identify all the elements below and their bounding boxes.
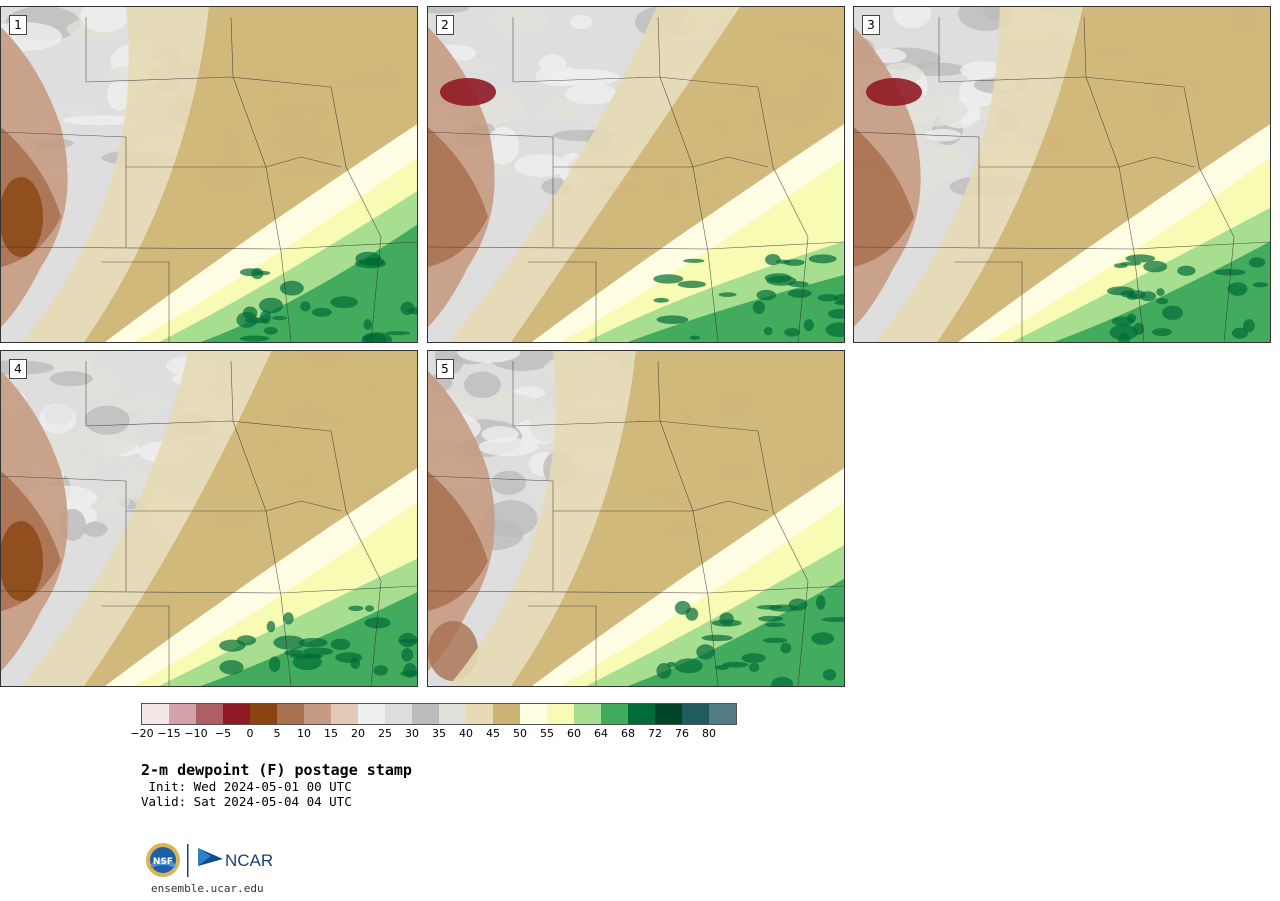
colorbar-swatch — [466, 704, 493, 724]
colorbar-tick-label: 25 — [378, 727, 392, 740]
colorbar-tick-label: 15 — [324, 727, 338, 740]
colorbar-swatch — [223, 704, 250, 724]
colorbar-swatch — [655, 704, 682, 724]
dewpoint-map — [1, 351, 417, 686]
init-time: Init: Wed 2024-05-01 00 UTC — [141, 779, 352, 794]
nsf-logo-text: NSF — [153, 857, 173, 867]
colorbar-swatch — [628, 704, 655, 724]
dewpoint-map — [854, 7, 1270, 342]
colorbar-tick-label: 40 — [459, 727, 473, 740]
colorbar-swatch — [709, 704, 736, 724]
panel-number-label: 1 — [9, 15, 27, 35]
ncar-logo-icon: NCAR — [198, 848, 273, 870]
panel-number-label: 3 — [862, 15, 880, 35]
panel-number-label: 5 — [436, 359, 454, 379]
dewpoint-map — [428, 351, 844, 686]
colorbar-tick-label: 76 — [675, 727, 689, 740]
colorbar-tick-label: 45 — [486, 727, 500, 740]
map-panel-2: 2 — [427, 6, 845, 343]
panel-number-label: 2 — [436, 15, 454, 35]
colorbar-tick-label: 68 — [621, 727, 635, 740]
colorbar-swatch — [601, 704, 628, 724]
website-url: ensemble.ucar.edu — [151, 882, 264, 895]
colorbar-tick-label: −10 — [184, 727, 208, 740]
colorbar-tick-label: 20 — [351, 727, 365, 740]
colorbar-tick-label: 60 — [567, 727, 581, 740]
colorbar-swatch — [493, 704, 520, 724]
colorbar-swatch — [439, 704, 466, 724]
nsf-logo-icon: NSF — [146, 843, 180, 877]
figure-title: 2-m dewpoint (F) postage stamp — [141, 761, 412, 779]
valid-time: Valid: Sat 2024-05-04 04 UTC — [141, 794, 352, 809]
map-panel-1: 1 — [0, 6, 418, 343]
colorbar-tick-label: 30 — [405, 727, 419, 740]
ncar-logo-text: NCAR — [225, 851, 273, 870]
colorbar-swatch — [520, 704, 547, 724]
colorbar-swatch — [331, 704, 358, 724]
colorbar-tick-label: 80 — [702, 727, 716, 740]
colorbar-swatch — [250, 704, 277, 724]
colorbar-tick-label: 55 — [540, 727, 554, 740]
colorbar-tick-label: 35 — [432, 727, 446, 740]
dewpoint-map — [1, 7, 417, 342]
colorbar-swatch — [196, 704, 223, 724]
colorbar-tick-label: −15 — [157, 727, 181, 740]
dewpoint-colorbar — [141, 703, 737, 725]
colorbar-swatch — [574, 704, 601, 724]
colorbar-swatch — [169, 704, 196, 724]
colorbar-tick-labels: −20 −15 −10 −5 0 5 10 15 20 25 30 35 40 45 50 55 60 64 68 7… — [0, 727, 900, 743]
colorbar-tick-label: 64 — [594, 727, 608, 740]
colorbar-swatch — [547, 704, 574, 724]
colorbar-tick-label: 72 — [648, 727, 662, 740]
map-panel-3: 3 — [853, 6, 1271, 343]
colorbar-tick-label: −5 — [214, 727, 232, 740]
colorbar-tick-label: 10 — [297, 727, 311, 740]
logos: NSF NCAR — [145, 842, 275, 882]
colorbar-tick-label: 50 — [513, 727, 527, 740]
colorbar-swatch — [385, 704, 412, 724]
colorbar-tick-label: 5 — [273, 727, 281, 740]
colorbar-tick-label: 0 — [246, 727, 254, 740]
dewpoint-map — [428, 7, 844, 342]
panel-number-label: 4 — [9, 359, 27, 379]
map-panel-4: 4 — [0, 350, 418, 687]
colorbar-swatch — [304, 704, 331, 724]
map-panel-5: 5 — [427, 350, 845, 687]
colorbar-swatch — [277, 704, 304, 724]
colorbar-swatch — [412, 704, 439, 724]
colorbar-tick-label: −20 — [130, 727, 154, 740]
colorbar-swatch — [142, 704, 169, 724]
colorbar-swatch — [682, 704, 709, 724]
colorbar-swatch — [358, 704, 385, 724]
